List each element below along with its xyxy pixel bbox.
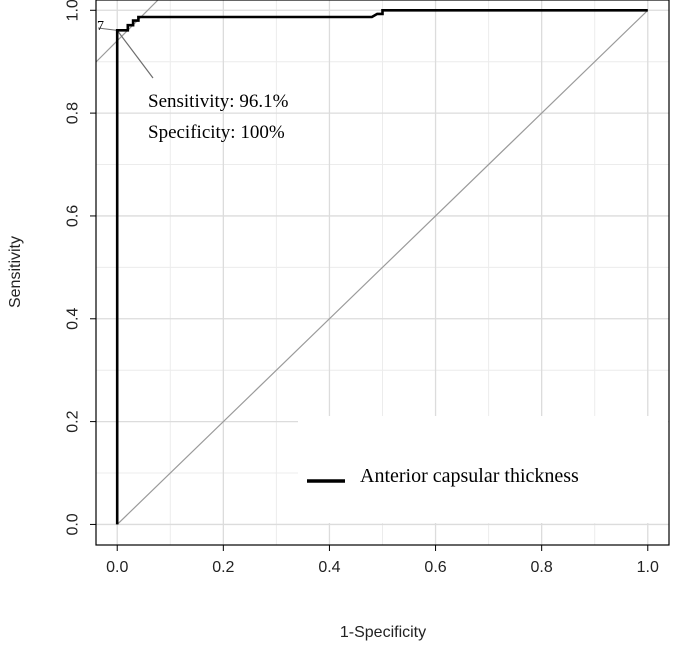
x-axis-ticks: 0.0 0.2 0.4 0.6 0.8 1.0 [106,545,659,576]
y-tick-label: 0.8 [65,102,82,124]
y-tick-label: 1.0 [65,0,82,21]
x-tick-label: 0.0 [106,559,128,576]
legend-box [298,416,668,523]
legend: Anterior capsular thickness [298,416,668,523]
y-tick-label: 0.2 [65,410,82,432]
plot-border [95,0,670,546]
reference-diagonal [116,9,649,525]
y-tick-label: 0.6 [65,205,82,227]
y-axis-ticks: 0.0 0.2 0.4 0.6 0.8 1.0 [65,0,96,536]
series-group [115,9,648,525]
x-axis-label: 1-Specificity [340,624,426,641]
x-tick-label: 0.2 [212,559,234,576]
x-tick-label: 0.8 [531,559,553,576]
annotation-sensitivity: Sensitivity: 96.1% [148,91,289,112]
series-line-1 [115,9,648,525]
y-tick-label: 0.0 [65,513,82,535]
y-axis-label: Sensitivity [7,236,24,308]
legend-label: Anterior capsular thickness [360,465,579,487]
annotation-specificity: Specificity: 100% [148,122,285,143]
x-tick-label: 0.4 [318,559,340,576]
y-tick-label: 0.4 [65,308,82,330]
annotation-leader-upper [97,27,118,31]
reference-diagonal-line [116,9,649,525]
annotation-leader [116,29,154,79]
x-tick-label: 1.0 [637,559,659,576]
x-tick-label: 0.6 [424,559,446,576]
annotation-marker: 7 [97,19,104,34]
